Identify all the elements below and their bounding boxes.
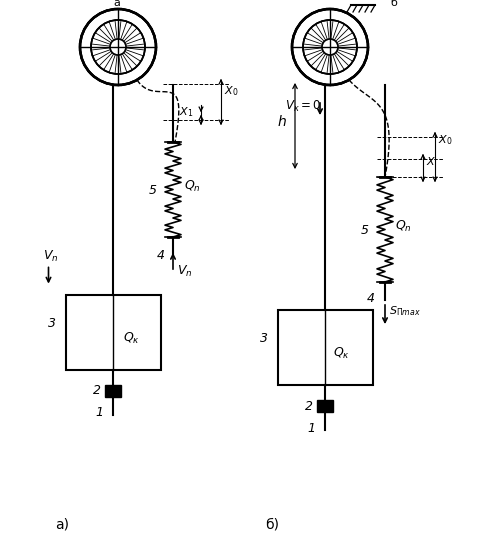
Text: 1: 1 (307, 422, 315, 434)
Text: 2: 2 (305, 399, 313, 412)
Text: $V_\kappa=0$: $V_\kappa=0$ (285, 99, 321, 114)
Text: а: а (113, 0, 120, 8)
Bar (66, 294, 161, 370)
Text: $Q_\kappa$: $Q_\kappa$ (123, 331, 140, 346)
Text: $X$: $X$ (426, 155, 436, 167)
Text: $X_1$: $X_1$ (179, 105, 194, 119)
Text: 4: 4 (367, 292, 375, 305)
Text: 1: 1 (95, 406, 103, 420)
Text: $S_{\Pi max}$: $S_{\Pi max}$ (389, 304, 421, 318)
Text: $V_n$: $V_n$ (43, 248, 58, 264)
Text: $Q_\kappa$: $Q_\kappa$ (333, 346, 350, 361)
Text: 4: 4 (157, 249, 165, 262)
Bar (277, 310, 372, 385)
Circle shape (91, 20, 145, 74)
Text: $Q_n$: $Q_n$ (395, 218, 412, 234)
Text: $X_0$: $X_0$ (438, 133, 452, 147)
Text: 3: 3 (260, 332, 268, 345)
Circle shape (303, 20, 357, 74)
Bar (317, 399, 333, 411)
Text: $X_0$: $X_0$ (224, 84, 239, 98)
Circle shape (292, 9, 368, 85)
Text: $V_n$: $V_n$ (177, 264, 193, 279)
Text: б: б (390, 0, 397, 8)
Text: $Q_n$: $Q_n$ (184, 178, 201, 194)
Bar (105, 385, 121, 397)
Text: а): а) (55, 518, 69, 532)
Text: 3: 3 (48, 317, 55, 330)
Text: б): б) (265, 518, 279, 532)
Text: 5: 5 (149, 184, 157, 197)
Circle shape (110, 39, 126, 55)
Text: $h$: $h$ (277, 114, 287, 129)
Text: 2: 2 (93, 385, 101, 398)
Circle shape (80, 9, 156, 85)
Text: 5: 5 (361, 224, 369, 237)
Circle shape (322, 39, 338, 55)
